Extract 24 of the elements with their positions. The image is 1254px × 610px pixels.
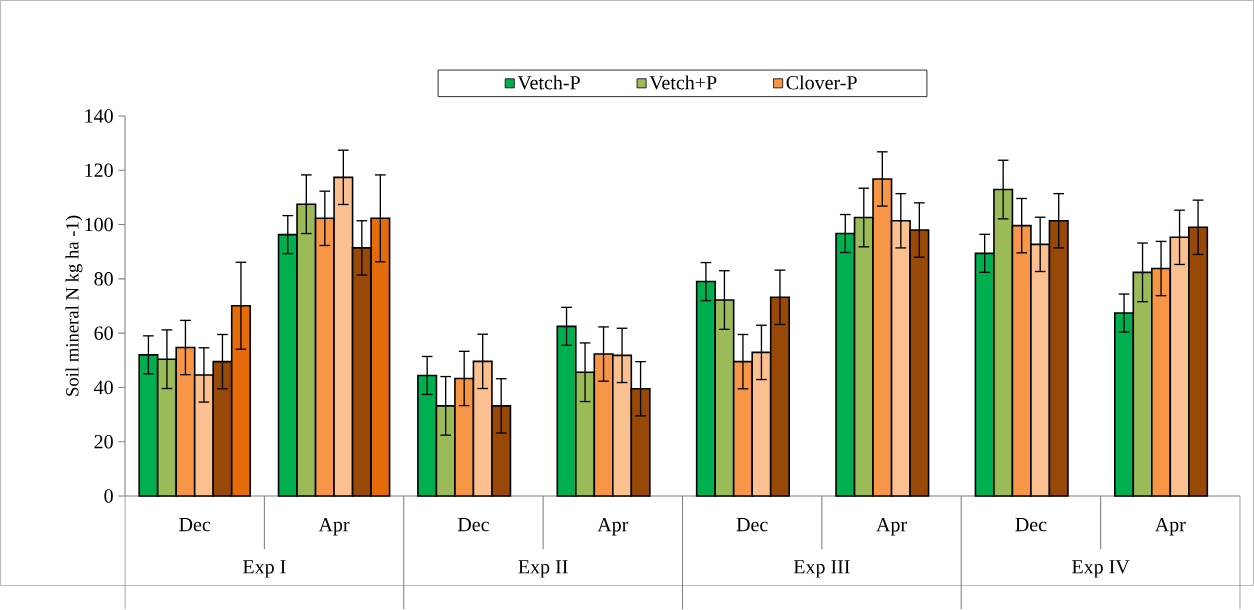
text: Exp I	[243, 560, 286, 578]
y-tick-label: 40	[94, 380, 113, 395]
y-tick-label: 120	[85, 163, 113, 178]
y-tick-label: 100	[85, 217, 113, 232]
text: Exp III	[793, 560, 850, 578]
y-tick-label: 60	[94, 326, 113, 340]
y-tick-label: 0	[104, 489, 113, 503]
x-tick-label: Dec	[457, 518, 489, 532]
text: Exp IV	[1072, 560, 1130, 578]
x-tick-label: Apr	[597, 518, 629, 536]
x-tick-label: Apr	[318, 518, 350, 536]
y-tick-label: 80	[94, 272, 113, 286]
x-tick-label: Dec	[736, 518, 768, 532]
x-tick-label: Dec	[179, 518, 211, 532]
x-tick-label: Apr	[1154, 518, 1186, 536]
legend-label: Vetch+P	[649, 75, 717, 90]
y-tick-label: 140	[85, 109, 113, 123]
legend-label: Clover-P	[786, 75, 857, 90]
x-tick-label: Dec	[1015, 518, 1047, 532]
text: Exp II	[518, 560, 568, 578]
x-tick-label: Apr	[876, 518, 907, 536]
legend-label: Vetch-P	[517, 75, 580, 90]
y-axis-title: Soil mineral N kg ha -1)	[65, 215, 83, 396]
y-tick-label: 20	[94, 435, 113, 449]
